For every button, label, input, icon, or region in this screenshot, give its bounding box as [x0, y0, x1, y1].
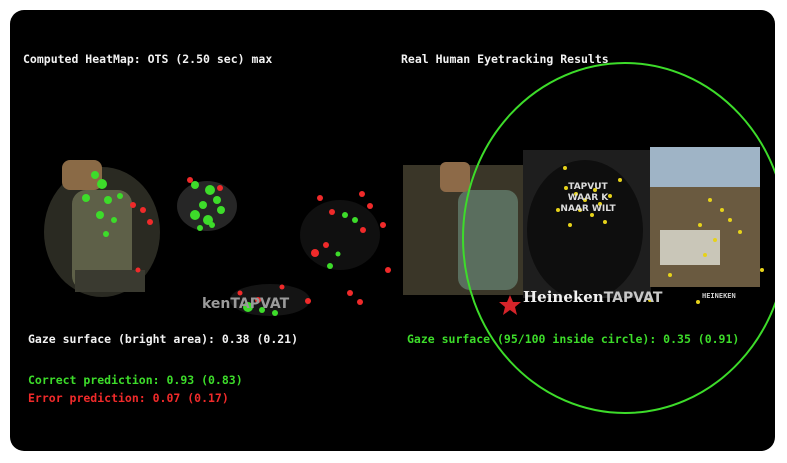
- hand-region: [62, 160, 102, 190]
- tapvat-logo: TAPVAT: [603, 290, 663, 306]
- eyetracking-gaze-points: [556, 166, 764, 304]
- shirt-line-3: NAAR WILT: [560, 204, 616, 214]
- heineken-logo: Heineken: [523, 288, 604, 306]
- gaze-circle: [462, 62, 775, 414]
- error-gaze-points: [130, 177, 391, 305]
- correct-prediction: Correct prediction: 0.93 (0.83): [28, 373, 243, 387]
- right-gaze-surface: Gaze surface (95/100 inside circle): 0.3…: [407, 332, 740, 346]
- right-logo-text: HeinekenTAPVAT: [523, 288, 662, 306]
- left-gaze-surface: Gaze surface (bright area): 0.38 (0.21): [28, 332, 299, 346]
- left-panel-title: Computed HeatMap: OTS (2.50 sec) max: [23, 52, 273, 66]
- right-panel-title: Real Human Eyetracking Results: [401, 52, 609, 66]
- correct-gaze-points: [82, 171, 358, 316]
- shirt-text: TAPVUT WAAR K NAAR WILT: [553, 182, 623, 215]
- error-prediction: Error prediction: 0.07 (0.17): [28, 391, 229, 405]
- shirt-line-2: WAAR K: [567, 193, 609, 203]
- small-heineken-logo: HEINEKEN: [702, 292, 736, 300]
- shirt-line-1: TAPVUT: [568, 182, 608, 192]
- keg-body: [72, 190, 132, 290]
- left-heatmap-scene: [44, 160, 391, 316]
- right-eyetracking-scene: [403, 62, 775, 414]
- left-logo-text: kenTAPVAT: [202, 296, 290, 312]
- heineken-star-icon: [499, 295, 521, 315]
- video-frame: Computed HeatMap: OTS (2.50 sec) max Rea…: [10, 10, 775, 451]
